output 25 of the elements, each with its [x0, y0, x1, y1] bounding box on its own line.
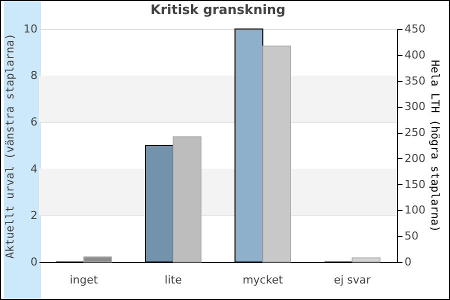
bar [352, 257, 380, 262]
y2-tick-label: 350 [404, 74, 426, 88]
y2-tick-label: 150 [404, 178, 426, 191]
y-tick-label: 8 [30, 69, 38, 82]
y-tick-label: 2 [30, 208, 38, 222]
y2-tick-label: 0 [404, 256, 412, 268]
y-tick-label: 6 [30, 116, 38, 129]
y2-tick-label: 100 [404, 204, 426, 217]
x-tick-label: ej svar [334, 274, 372, 286]
y2-tick-label: 450 [404, 22, 426, 36]
y2-axis-title: Hela LTH (högra staplarna) [428, 60, 442, 232]
y2-tick-label: 300 [404, 100, 426, 114]
y2-tick-label: 50 [404, 230, 418, 243]
x-tick-label: inget [70, 274, 98, 286]
bar [83, 256, 112, 262]
y-tick-label: 0 [30, 256, 38, 268]
x-tick-label: mycket [242, 274, 284, 286]
y-tick-label: 10 [24, 22, 38, 36]
chart-title: Kritisk granskning [150, 3, 286, 18]
y2-tick-label: 200 [404, 152, 426, 165]
y2-tick-label: 250 [404, 126, 426, 140]
y2-tick-label: 400 [404, 48, 426, 62]
y-axis-title: Aktuellt urval (vänstra staplarna) [4, 33, 17, 259]
y-tick-label: 4 [30, 162, 38, 176]
x-tick-label: lite [164, 274, 182, 286]
